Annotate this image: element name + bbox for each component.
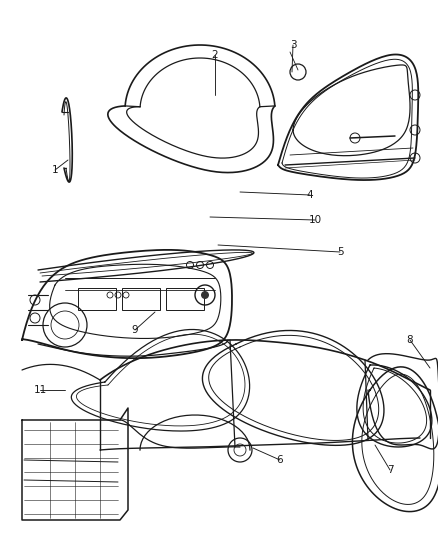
Text: 11: 11	[33, 385, 46, 395]
Text: 10: 10	[308, 215, 321, 225]
Text: 6: 6	[277, 455, 283, 465]
Circle shape	[201, 291, 209, 299]
Text: 8: 8	[407, 335, 413, 345]
Text: 3: 3	[290, 40, 297, 50]
Text: 4: 4	[307, 190, 313, 200]
Text: 1: 1	[52, 165, 58, 175]
Text: 5: 5	[337, 247, 343, 257]
Bar	[166, 288, 204, 310]
Text: 9: 9	[132, 325, 138, 335]
Text: 7: 7	[387, 465, 393, 475]
Bar	[122, 288, 160, 310]
Bar	[78, 288, 116, 310]
Text: 2: 2	[212, 50, 218, 60]
